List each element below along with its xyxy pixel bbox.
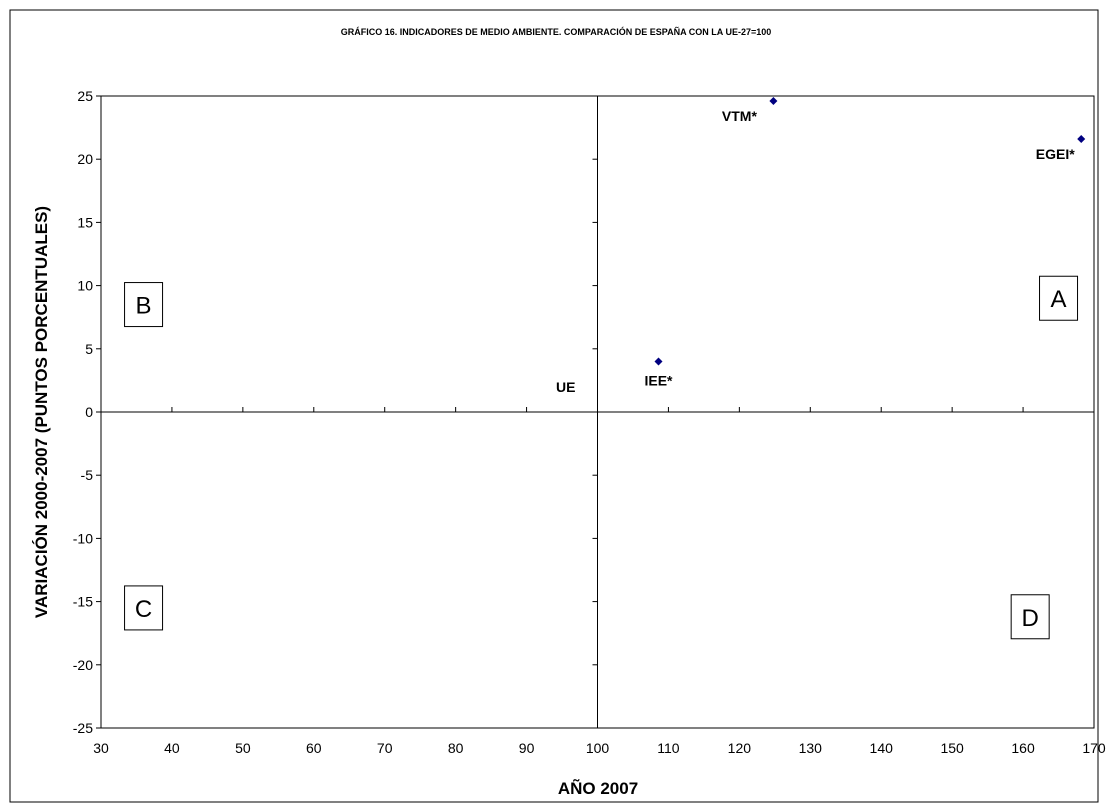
y-tick-label: 15	[77, 214, 93, 230]
quadrant-box-c	[124, 585, 164, 631]
x-tick-label: 130	[799, 740, 823, 756]
x-tick-label: 110	[657, 740, 680, 756]
y-tick-label: -20	[73, 657, 93, 673]
x-tick-label: 160	[1011, 740, 1035, 756]
y-tick-label: -25	[73, 720, 93, 736]
chart-title: GRÁFICO 16. INDICADORES DE MEDIO AMBIENT…	[341, 26, 771, 37]
quadrant-layer: A B C D	[124, 275, 1079, 640]
data-point-marker	[654, 357, 663, 366]
y-tick-label: 0	[85, 404, 93, 420]
axes-layer: 30 40 50 60 70 80 90 100 110 120 130 140 150 160 17025…	[73, 88, 1106, 756]
quadrant-box-a	[1039, 275, 1079, 321]
x-tick-label: 50	[235, 740, 251, 756]
quadrant-label-a: A	[1051, 286, 1067, 313]
data-point-marker	[1077, 134, 1086, 143]
y-tick-label: -5	[81, 467, 94, 483]
x-tick-label: 90	[519, 740, 535, 756]
x-axis-label: AÑO 2007	[558, 778, 638, 798]
x-tick-label: 30	[93, 740, 109, 756]
x-tick-label: 100	[586, 740, 610, 756]
data-point-marker	[769, 97, 778, 106]
x-tick-label: 60	[306, 740, 322, 756]
quadrant-label-c: C	[135, 596, 152, 623]
quadrant-label-b: B	[136, 293, 152, 320]
data-point-label: IEE*	[644, 372, 673, 388]
x-tick-label: 40	[164, 740, 180, 756]
y-axis-label: VARIACIÓN 2000-2007 (PUNTOS PORCENTUALES…	[32, 206, 51, 618]
quadrant-label-d: D	[1021, 605, 1038, 632]
reference-point-label: UE	[556, 379, 575, 395]
x-tick-label: 70	[377, 740, 393, 756]
x-tick-label: 140	[870, 740, 894, 756]
x-tick-label: 120	[728, 740, 752, 756]
x-tick-label: 150	[940, 740, 964, 756]
y-tick-label: -15	[73, 594, 93, 610]
x-tick-label: 170	[1082, 740, 1106, 756]
quadrant-box-d	[1010, 594, 1050, 640]
data-point-label: VTM*	[722, 108, 758, 124]
y-tick-label: 10	[77, 278, 93, 294]
quadrant-box-b	[124, 282, 164, 328]
y-tick-label: 25	[77, 88, 93, 104]
y-tick-label: -10	[73, 530, 93, 546]
points-layer: VTM* EGEI* IEE* UE	[556, 97, 1086, 395]
y-tick-label: 20	[77, 151, 93, 167]
data-point-label: EGEI*	[1036, 146, 1075, 162]
x-tick-label: 80	[448, 740, 464, 756]
chart-frame	[9, 9, 1099, 803]
y-tick-label: 5	[85, 341, 93, 357]
